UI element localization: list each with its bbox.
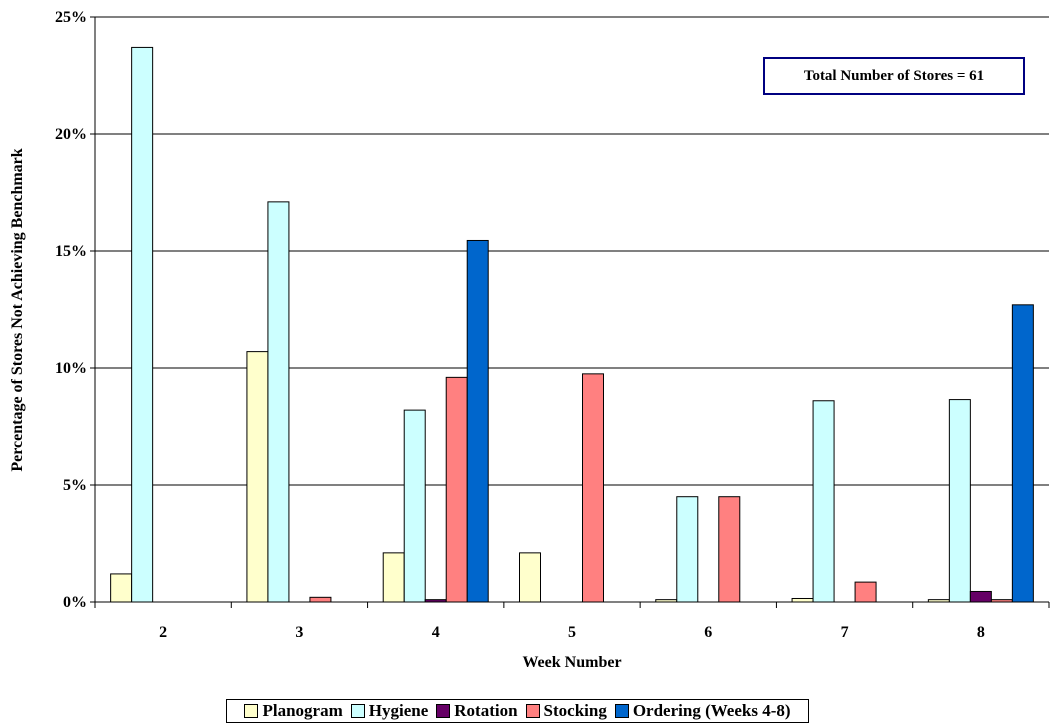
x-tick-label: 2 [159,624,167,641]
bar-stocking-week-4 [445,376,468,603]
bar-hygiene-week-8 [948,399,971,603]
x-tick-label: 4 [432,624,440,641]
bar-hygiene-week-7 [812,400,835,603]
legend-swatch [350,704,365,718]
bar-rotation-week-8 [969,590,992,603]
axes: 0% 5% 10% 15% 20% 25% 2 3 4 5 6 7 8 [55,9,1050,641]
bar-planogram-week-4 [382,552,405,603]
bar-hygiene-week-6 [676,496,699,603]
bar-ordering-weeks-4-8-week-8 [1011,304,1034,603]
y-tick-label: 5% [63,477,87,494]
x-tick-label: 7 [841,624,849,641]
legend-item: Rotation [436,701,518,721]
y-tick-label: 20% [55,126,87,143]
bar-ordering-weeks-4-8-week-4 [466,239,489,603]
bar-stocking-week-5 [582,373,604,603]
legend-item: Hygiene [350,701,429,721]
x-tick-label: 8 [977,624,985,641]
legend-label: Stocking [543,701,607,720]
legend-swatch [525,704,540,718]
y-tick-label: 10% [55,360,87,377]
annotation-text: Total Number of Stores = 61 [803,67,985,84]
x-tick-label: 3 [295,624,303,641]
y-axis-title: Percentage of Stores Not Achieving Bench… [9,148,26,471]
legend-item: Planogram [244,701,343,721]
bar-hygiene-week-4 [403,409,426,603]
legend-label: Rotation [454,701,518,720]
legend: Planogram Hygiene Rotation Stocking Ordering… [226,699,809,723]
legend-label: Planogram [262,701,343,720]
legend-swatch [244,704,259,718]
bar-planogram-week-3 [246,351,269,603]
legend-swatch [436,704,451,718]
bar-planogram-week-7 [791,597,814,603]
x-tick-label: 6 [704,624,712,641]
bar-hygiene-week-2 [131,46,154,603]
x-axis-title: Week Number [522,654,621,671]
legend-label: Hygiene [368,701,429,720]
x-tick-label: 5 [568,624,576,641]
y-tick-label: 15% [55,243,87,260]
legend-item: Stocking [525,701,607,721]
bar-stocking-week-6 [718,496,741,603]
annotation-box: Total Number of Stores = 61 [763,57,1025,95]
legend-item: Ordering (Weeks 4-8) [614,701,791,721]
bars [110,46,1034,603]
bar-stocking-week-7 [854,581,877,603]
bar-hygiene-week-3 [267,201,290,603]
bar-stocking-week-3 [309,596,332,603]
legend-label: Ordering (Weeks 4-8) [632,701,791,720]
y-tick-label: 0% [63,594,87,611]
y-tick-label: 25% [55,9,87,26]
legend-swatch [614,704,629,718]
bar-planogram-week-5 [519,552,541,603]
bar-planogram-week-2 [110,573,133,603]
